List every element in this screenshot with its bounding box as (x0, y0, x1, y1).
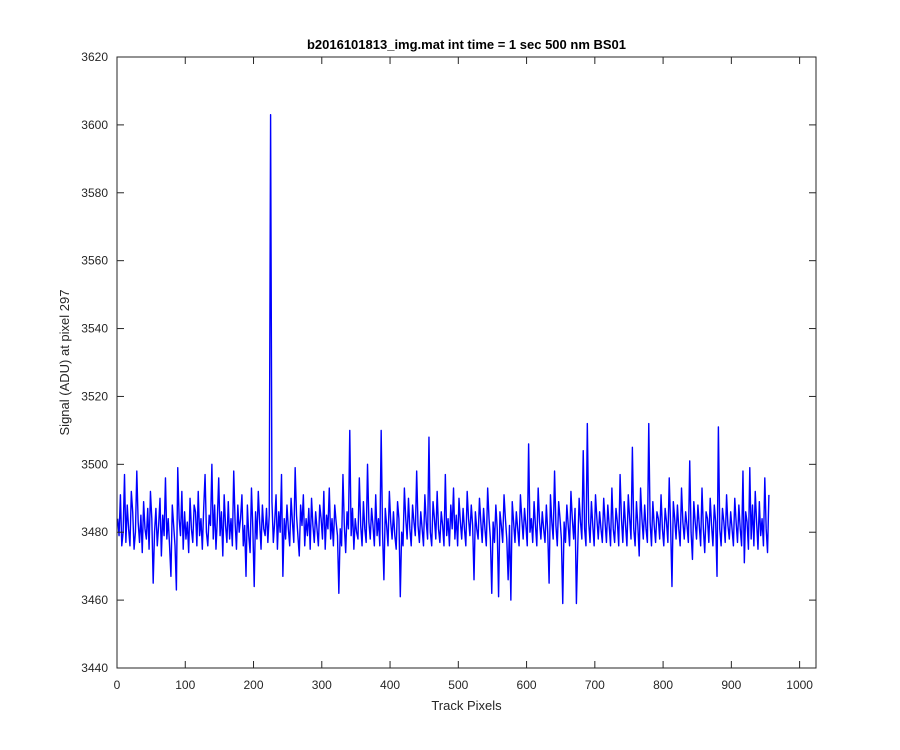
x-tick-label: 200 (244, 678, 264, 692)
x-tick-label: 600 (517, 678, 537, 692)
y-tick-label: 3500 (81, 457, 108, 471)
chart-title: b2016101813_img.mat int time = 1 sec 500… (307, 37, 626, 52)
x-tick-label: 500 (448, 678, 468, 692)
series-layer (116, 114, 770, 605)
y-tick-label: 3480 (81, 525, 108, 539)
y-tick-label: 3520 (81, 389, 108, 403)
x-tick-label: 100 (175, 678, 195, 692)
x-tick-label: 0 (114, 678, 121, 692)
plot-frame (116, 56, 817, 669)
y-tick-label: 3620 (81, 50, 108, 64)
x-tick-label: 800 (653, 678, 673, 692)
plot-area (117, 57, 816, 668)
x-tick-label: 700 (585, 678, 605, 692)
y-axis-label: Signal (ADU) at pixel 297 (57, 290, 72, 436)
series-line (116, 114, 770, 605)
y-tick-label: 3540 (81, 322, 108, 336)
x-tick-label: 1000 (786, 678, 813, 692)
y-tick-label: 3600 (81, 118, 108, 132)
ticks-layer: 0 100 200 300 400 500 600 700 800 900 1000 3440 3460… (81, 50, 816, 692)
x-tick-label: 900 (721, 678, 741, 692)
y-tick-label: 3560 (81, 254, 108, 268)
x-tick-label: 300 (312, 678, 332, 692)
x-tick-label: 400 (380, 678, 400, 692)
y-tick-label: 3440 (81, 661, 108, 675)
y-tick-label: 3460 (81, 593, 108, 607)
x-axis-label: Track Pixels (431, 698, 502, 713)
y-tick-label: 3580 (81, 186, 108, 200)
